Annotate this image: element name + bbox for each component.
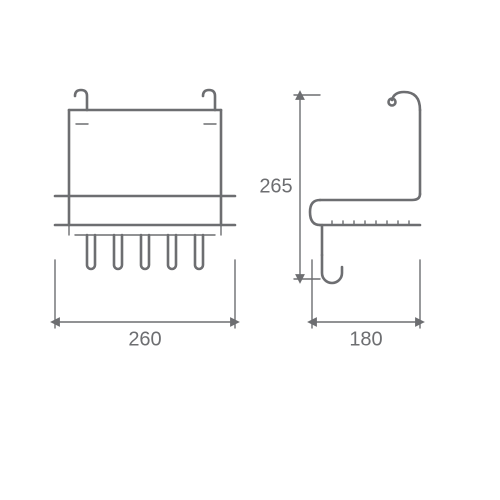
- technical-drawing: 260 180 265: [0, 0, 500, 500]
- svg-text:265: 265: [259, 175, 292, 197]
- svg-text:260: 260: [128, 328, 161, 350]
- svg-text:180: 180: [349, 328, 382, 350]
